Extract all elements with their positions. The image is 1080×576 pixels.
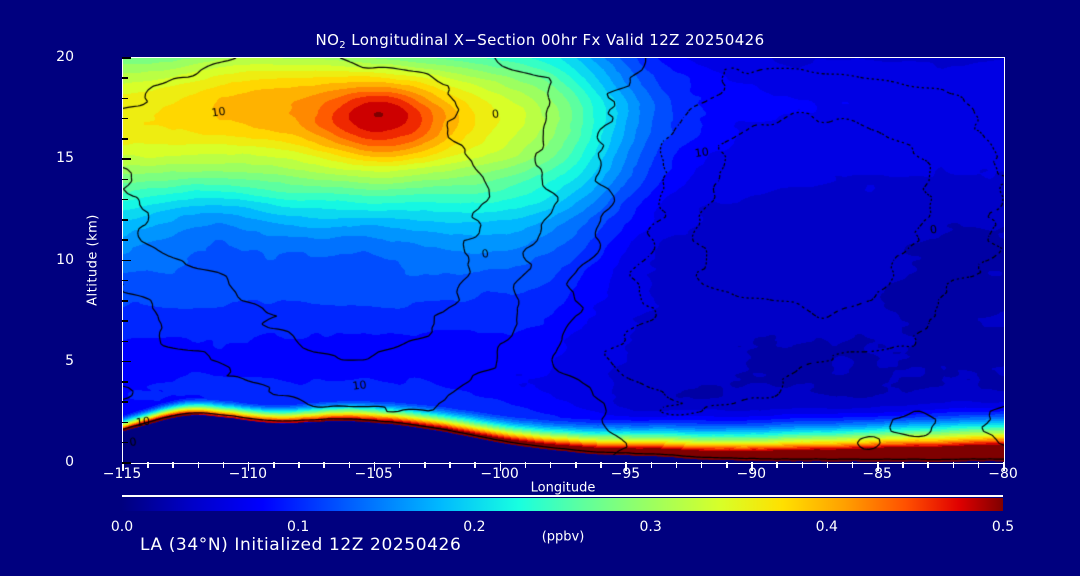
x-tick-mark — [952, 462, 955, 468]
x-tick-label: −115 — [102, 466, 142, 482]
x-tick-mark — [172, 462, 174, 468]
title-rest: Longitudinal X−Section 00hr Fx Valid 12Z… — [346, 31, 765, 49]
y-tick-mark — [122, 320, 128, 322]
colorbar-tick-label: 0.0 — [110, 519, 134, 535]
y-tick-mark — [122, 340, 128, 342]
plot-area — [122, 57, 1005, 464]
x-tick-mark — [373, 462, 376, 471]
x-tick-mark — [549, 462, 552, 468]
colorbar-units: (ppbv) — [541, 529, 585, 545]
y-tick-mark — [122, 421, 128, 423]
x-tick-mark — [499, 462, 502, 471]
colorbar-tick-label: 0.2 — [463, 519, 486, 535]
x-tick-mark — [776, 462, 778, 468]
x-tick-mark — [877, 462, 879, 471]
y-tick-label: 5 — [65, 352, 74, 369]
y-tick-mark — [122, 259, 131, 261]
x-tick-mark — [247, 462, 250, 471]
y-tick-mark — [122, 462, 131, 464]
x-tick-label: −100 — [480, 466, 519, 482]
x-tick-mark — [524, 462, 527, 468]
x-tick-label: −105 — [354, 466, 393, 482]
colorbar-top-rule — [122, 495, 1003, 497]
x-tick-mark — [147, 462, 149, 468]
y-tick-mark — [122, 239, 128, 241]
x-tick-mark — [977, 462, 980, 468]
y-tick-mark — [122, 57, 131, 59]
colorbar-tick-label: 0.4 — [815, 519, 838, 535]
x-tick-mark — [197, 462, 199, 468]
x-tick-mark — [449, 462, 451, 468]
y-tick-label: 0 — [65, 454, 74, 470]
y-tick-mark — [122, 300, 128, 302]
y-tick-mark — [122, 360, 131, 363]
figure-footer: LA (34°N) Initialized 12Z 20250426 — [140, 535, 462, 555]
cross-section-heatmap — [123, 58, 1004, 463]
colorbar — [122, 498, 1003, 511]
x-tick-mark — [700, 462, 703, 468]
x-tick-mark — [474, 462, 476, 468]
x-tick-mark — [851, 462, 854, 468]
y-tick-mark — [122, 138, 128, 140]
y-tick-mark — [122, 97, 128, 99]
x-tick-label: −80 — [988, 466, 1018, 482]
x-tick-mark — [675, 462, 678, 468]
x-tick-mark — [575, 462, 577, 468]
x-tick-label: −90 — [736, 466, 767, 482]
x-tick-mark — [625, 462, 627, 471]
x-tick-mark — [398, 462, 401, 468]
y-tick-mark — [122, 381, 128, 383]
x-tick-label: −95 — [610, 466, 641, 482]
x-tick-mark — [726, 462, 728, 468]
x-tick-mark — [424, 462, 426, 468]
y-tick-mark — [122, 178, 128, 180]
x-tick-mark — [902, 462, 904, 468]
x-tick-mark — [600, 462, 602, 468]
x-tick-mark — [927, 462, 929, 468]
y-tick-label: 20 — [56, 49, 74, 65]
x-tick-mark — [222, 462, 225, 468]
x-tick-mark — [348, 462, 351, 468]
x-tick-mark — [323, 462, 325, 468]
title-species: NO — [315, 31, 340, 49]
y-tick-mark — [122, 77, 128, 79]
y-tick-mark — [122, 158, 131, 160]
colorbar-tick-label: 0.5 — [991, 519, 1015, 535]
x-tick-label: −110 — [228, 466, 268, 482]
x-tick-label: −85 — [862, 466, 892, 482]
colorbar-tick-label: 0.1 — [287, 519, 310, 535]
chart-title: NO2 Longitudinal X−Section 00hr Fx Valid… — [315, 31, 765, 51]
x-tick-mark — [273, 462, 275, 468]
x-tick-mark — [1003, 462, 1005, 471]
x-tick-mark — [751, 462, 753, 471]
x-tick-mark — [650, 462, 653, 468]
y-tick-mark — [122, 198, 128, 201]
y-axis-label: Altitude (km) — [85, 214, 101, 306]
x-tick-mark — [122, 462, 124, 471]
x-tick-mark — [298, 462, 300, 468]
title-subscript: 2 — [339, 40, 347, 51]
x-tick-mark — [826, 462, 829, 468]
x-tick-mark — [801, 462, 804, 468]
x-axis-label: Longitude — [530, 480, 596, 496]
y-tick-label: 15 — [56, 150, 74, 167]
y-tick-mark — [122, 117, 128, 120]
y-tick-mark — [122, 279, 128, 282]
y-tick-label: 10 — [56, 251, 74, 268]
y-tick-mark — [122, 401, 128, 403]
y-tick-mark — [122, 219, 128, 221]
y-tick-mark — [122, 441, 128, 444]
colorbar-tick-label: 0.3 — [639, 519, 662, 535]
